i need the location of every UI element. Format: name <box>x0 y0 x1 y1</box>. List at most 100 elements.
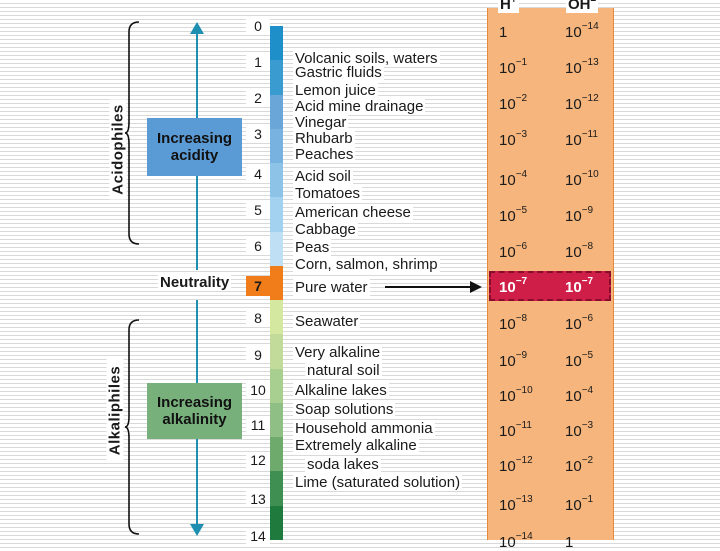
oh-concentration: 10−12 <box>565 92 599 113</box>
h-concentration: 10−3 <box>499 128 527 149</box>
h-concentration-base: 10 <box>499 172 516 189</box>
h-concentration-base: 10 <box>499 388 516 405</box>
h-concentration: 1 <box>499 20 507 41</box>
h-concentration: 10−11 <box>499 419 532 440</box>
ph-bar-segment <box>270 334 283 370</box>
oh-concentration-exponent: −3 <box>581 420 594 431</box>
example-item: Very alkaline <box>293 344 383 361</box>
ph-number: 12 <box>246 452 270 468</box>
ph-number: 1 <box>246 54 270 70</box>
oh-concentration-exponent: −1 <box>581 494 594 505</box>
oh-concentration-exponent: −9 <box>581 205 594 216</box>
ph-number: 6 <box>246 238 270 254</box>
h-concentration: 10−8 <box>499 312 527 333</box>
oh-concentration: 10−2 <box>565 454 593 475</box>
example-item: Lime (saturated solution) <box>293 474 463 491</box>
ph-bar-segment <box>270 437 283 472</box>
h-concentration: 10−1 <box>499 56 527 77</box>
ph-bar-segment <box>270 231 283 267</box>
oh-concentration: 10−3 <box>565 419 593 440</box>
example-item: natural soil <box>305 362 382 379</box>
ph-number: 7 <box>246 276 270 296</box>
oh-concentration: 10−10 <box>565 168 599 189</box>
increasing-acidity-line2: acidity <box>170 147 219 164</box>
neutral-highlight <box>489 271 611 301</box>
ph-bar-segment <box>270 197 283 233</box>
example-item: soda lakes <box>305 456 381 473</box>
increasing-acidity-line1: Increasing <box>156 130 233 147</box>
oh-concentration: 10−5 <box>565 349 593 370</box>
h-concentration-base: 10 <box>499 96 516 113</box>
oh-concentration: 10−9 <box>565 204 593 225</box>
oh-concentration-exponent: −14 <box>581 21 599 32</box>
example-item: Vinegar <box>293 114 349 131</box>
h-header-sup: + <box>510 0 517 6</box>
example-item: Lemon juice <box>293 82 378 99</box>
ph-number: 2 <box>246 90 270 106</box>
oh-concentration-base: 10 <box>565 60 582 77</box>
h-concentration-exponent: −5 <box>515 205 528 216</box>
h-concentration-exponent: −9 <box>515 350 528 361</box>
oh-concentration-base: 10 <box>565 208 582 225</box>
example-item: Rhubarb <box>293 130 355 147</box>
neutrality-label: Neutrality <box>158 274 232 291</box>
example-item: Household ammonia <box>293 420 435 437</box>
oh-concentration-base: 10 <box>565 132 582 149</box>
oh-concentration-base: 1 <box>565 534 574 551</box>
example-item: Pure water <box>293 279 370 296</box>
h-concentration-exponent: −13 <box>515 494 533 505</box>
example-item: Tomatoes <box>293 185 363 202</box>
h-concentration-exponent: −8 <box>515 313 528 324</box>
h-concentration-base: 10 <box>499 353 516 370</box>
oh-concentration: 10−14 <box>565 20 599 41</box>
oh-concentration-base: 10 <box>565 497 582 514</box>
example-item: Alkaline lakes <box>293 382 389 399</box>
ph-number: 5 <box>246 202 270 218</box>
arrow-up-icon <box>190 22 204 34</box>
oh-concentration-base: 10 <box>565 353 582 370</box>
h-concentration: 10−7 <box>499 275 527 296</box>
ph-number: 3 <box>246 126 270 142</box>
ph-number: 14 <box>246 528 270 544</box>
ph-bar-segment <box>270 265 283 301</box>
ph-bar-segment <box>270 60 283 96</box>
h-concentration: 10−5 <box>499 204 527 225</box>
oh-concentration-exponent: −8 <box>581 241 594 252</box>
oh-concentration: 10−4 <box>565 384 593 405</box>
acidophiles-label: Acidophiles <box>109 99 127 200</box>
h-concentration-base: 10 <box>499 316 516 333</box>
h-concentration-base: 10 <box>499 497 516 514</box>
example-item: Peaches <box>293 146 356 163</box>
oh-concentration: 10−6 <box>565 312 593 333</box>
oh-concentration-exponent: −12 <box>581 93 599 104</box>
oh-concentration: 10−7 <box>565 275 593 296</box>
oh-concentration-base: 10 <box>565 388 582 405</box>
oh-concentration-base: 10 <box>565 279 582 296</box>
h-concentration-exponent: −6 <box>515 241 528 252</box>
h-concentration: 10−4 <box>499 168 527 189</box>
ph-number: 10 <box>246 382 270 398</box>
oh-concentration-base: 10 <box>565 316 582 333</box>
h-concentration-base: 10 <box>499 208 516 225</box>
ph-number: 4 <box>246 166 270 182</box>
h-concentration-exponent: −10 <box>515 385 533 396</box>
example-item: Gastric fluids <box>293 64 384 81</box>
h-concentration-base: 10 <box>499 534 516 551</box>
oh-concentration-exponent: −4 <box>581 385 594 396</box>
increasing-alkalinity-line2: alkalinity <box>162 411 227 428</box>
example-item: American cheese <box>293 204 413 221</box>
example-item: Corn, salmon, shrimp <box>293 256 440 273</box>
h-concentration-exponent: −11 <box>515 420 532 431</box>
h-concentration: 10−12 <box>499 454 533 475</box>
ph-bar-segment <box>270 368 283 404</box>
pointer-arrow-icon <box>470 281 482 293</box>
h-concentration-exponent: −4 <box>515 169 528 180</box>
oh-header-text: OH <box>568 0 591 13</box>
oh-concentration-exponent: −7 <box>581 276 594 287</box>
oh-concentration-base: 10 <box>565 172 582 189</box>
h-concentration-base: 10 <box>499 244 516 261</box>
oh-concentration-exponent: −13 <box>581 57 599 68</box>
ph-number: 0 <box>246 18 270 34</box>
h-concentration-exponent: −12 <box>515 455 533 466</box>
oh-concentration-exponent: −10 <box>581 169 599 180</box>
